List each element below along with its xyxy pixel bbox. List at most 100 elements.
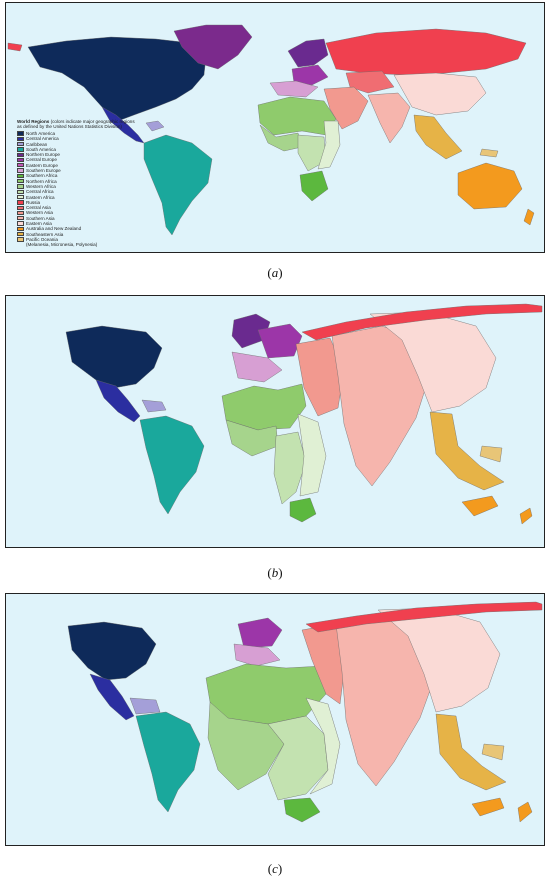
northern-europe-shape [287, 38, 329, 68]
caribbean-shape [141, 399, 167, 413]
legend-item: Pacific Oceania [17, 237, 137, 242]
legend-swatch [17, 157, 24, 163]
legend-title: World Regions [17, 119, 50, 124]
greenland-shape [173, 24, 253, 70]
eastern-africa-shape [297, 413, 327, 497]
eastern-africa-shape [317, 120, 341, 170]
legend-swatch [17, 131, 24, 136]
central-europe-shape [291, 64, 329, 86]
legend-label: Caribbean [26, 141, 48, 147]
legend-item: Western Africa [17, 184, 137, 189]
legend-item: Central Asia [17, 205, 137, 210]
legend-label: Southern Asia [26, 215, 55, 221]
legend-label: Northern Africa [26, 178, 57, 184]
legend-heading: World Regions (colors indicate major geo… [17, 119, 137, 129]
legend-item: Caribbean [17, 142, 137, 147]
legend-swatch [17, 163, 24, 168]
legend-swatch [17, 168, 24, 173]
southeast-asia-shape [413, 114, 463, 160]
legend-item: Southern Europe [17, 168, 137, 173]
north-america-shape [65, 325, 163, 389]
legend-swatch [17, 216, 24, 221]
legend-swatch [17, 147, 24, 152]
legend-swatch [17, 142, 24, 147]
south-america-shape [143, 134, 213, 236]
legend-item: Eastern Africa [17, 194, 137, 200]
australia-shape [457, 162, 523, 210]
caption-a: (a) [0, 265, 550, 281]
central-america-shape [95, 379, 141, 423]
legend-label: South America [26, 146, 56, 152]
southeast-asia-shape [429, 411, 505, 491]
legend-subtitle: (colors indicate major geographic region… [17, 119, 135, 130]
pacific-islands-shape [481, 743, 505, 761]
legend-note: (Melanesia, Micronesia, Polynesia) [26, 242, 98, 248]
russia-band-shape [305, 601, 543, 633]
legend-label: Central Europe [26, 157, 57, 163]
legend-label: Central Asia [26, 205, 51, 211]
legend-swatch [17, 237, 24, 242]
world-map-a [6, 3, 544, 252]
legend-item: North America [17, 131, 137, 136]
legend-swatch [17, 189, 24, 194]
legend-label: Southeastern Asia [26, 231, 64, 237]
legend-label: Central America [26, 136, 59, 142]
legend-swatch [17, 205, 24, 210]
legend-swatch [17, 173, 24, 179]
southern-asia-shape [367, 92, 411, 144]
legend-item: Eastern Asia [17, 221, 137, 226]
legend-label: Southern Europe [26, 168, 61, 174]
new-zealand-shape [523, 208, 535, 226]
legend-item: Eastern Europe [17, 163, 137, 168]
legend-item: Central Europe [17, 157, 137, 162]
legend-label: Eastern Africa [26, 194, 55, 200]
caption-c-letter: c [272, 861, 278, 876]
legend-swatch [17, 184, 24, 189]
legend-swatch [17, 232, 24, 237]
eastern-asia-shape [393, 72, 487, 116]
new-zealand-shape [517, 801, 533, 823]
southern-africa-shape [283, 797, 321, 823]
legend-swatch [17, 152, 24, 157]
caribbean-shape [145, 120, 165, 132]
southern-africa-shape [299, 170, 329, 202]
legend-swatch [17, 136, 24, 141]
central-africa-shape [273, 431, 307, 505]
legend-item: Central America [17, 136, 137, 141]
new-zealand-shape [519, 507, 533, 525]
legend-item: Russia [17, 200, 137, 205]
northern-africa-shape [257, 96, 337, 136]
chukotka-shape [7, 42, 23, 52]
north-america-shape [67, 621, 157, 681]
eastern-asia-shape [369, 311, 497, 413]
legend-item: Australia and New Zealand [17, 226, 137, 231]
southeast-asia-shape [435, 713, 507, 791]
caption-c-open: ( [267, 861, 273, 876]
legend-label: Northern Europe [26, 152, 60, 158]
cartogram-b [6, 296, 544, 547]
southern-europe-shape [269, 80, 319, 98]
legend-label: Pacific Oceania [26, 236, 58, 242]
caption-a-open: ( [267, 265, 272, 280]
legend-item: Northern Africa [17, 179, 137, 184]
legend-swatch [17, 221, 24, 226]
map-panel-b [5, 295, 545, 548]
caption-c-close: ) [277, 861, 283, 876]
caption-b-open: ( [267, 565, 272, 580]
legend-label: Central Africa [26, 189, 54, 195]
caption-a-close: ) [278, 265, 283, 280]
map-legend: World Regions (colors indicate major geo… [17, 119, 137, 247]
australia-shape [471, 797, 505, 817]
central-asia-shape [345, 70, 395, 94]
legend-label: Southern Africa [26, 173, 58, 179]
pacific-islands-shape [479, 445, 503, 463]
legend-label: Western Africa [26, 183, 56, 189]
central-africa-shape [297, 134, 327, 172]
legend-item: South America [17, 147, 137, 152]
south-america-shape [135, 711, 201, 813]
south-america-shape [139, 415, 205, 515]
legend-swatch [17, 179, 24, 184]
legend-item: Northern Europe [17, 152, 137, 157]
legend-label: North America [26, 130, 56, 136]
legend-swatch [17, 210, 24, 216]
